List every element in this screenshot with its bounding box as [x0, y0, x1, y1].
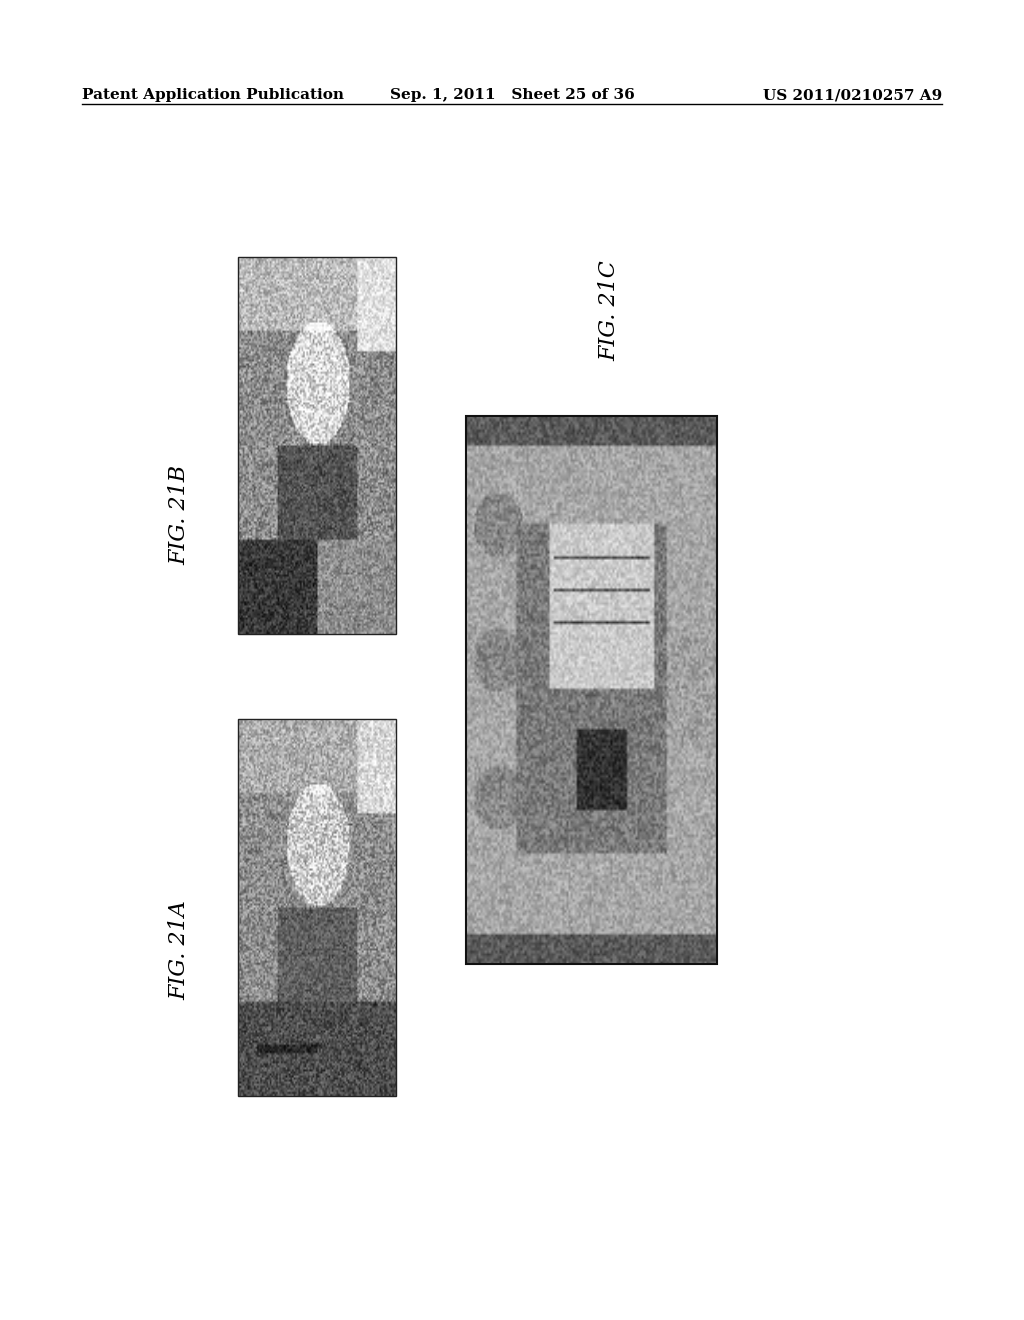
Text: FIG. 21A: FIG. 21A: [168, 900, 190, 1001]
Bar: [238, 257, 396, 634]
Bar: [466, 416, 717, 964]
Text: US 2011/0210257 A9: US 2011/0210257 A9: [763, 88, 942, 102]
Text: Sep. 1, 2011   Sheet 25 of 36: Sep. 1, 2011 Sheet 25 of 36: [389, 88, 635, 102]
Bar: [238, 719, 396, 1096]
Text: Patent Application Publication: Patent Application Publication: [82, 88, 344, 102]
Text: FIG. 21C: FIG. 21C: [598, 260, 621, 360]
Text: FIG. 21B: FIG. 21B: [168, 465, 190, 565]
